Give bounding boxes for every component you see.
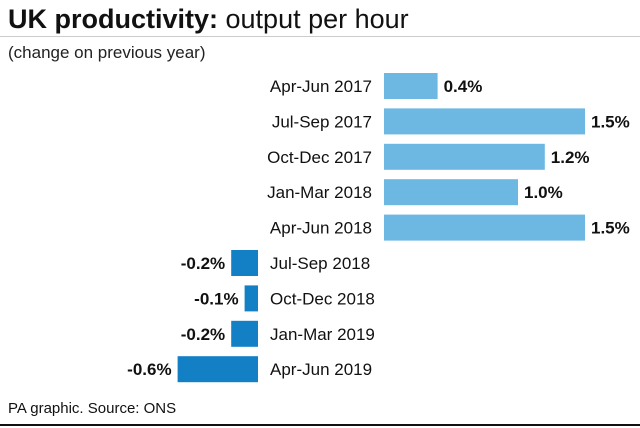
bar-0 [384,73,438,99]
category-label-6: Oct-Dec 2018 [270,289,375,308]
value-label-5: -0.2% [181,254,225,273]
category-label-2: Oct-Dec 2017 [267,148,372,167]
category-label-3: Jan-Mar 2018 [267,183,372,202]
bar-4 [384,214,585,241]
title-divider [0,36,640,37]
chart-title-rest: output per hour [218,4,409,34]
category-label-8: Apr-Jun 2019 [270,360,372,379]
bar-5 [231,250,258,276]
chart-subtitle: (change on previous year) [8,43,206,62]
source-note: PA graphic. Source: ONS [8,400,177,417]
bar-8 [177,356,258,383]
bar-2 [384,143,545,170]
value-label-2: 1.2% [551,148,590,167]
value-label-4: 1.5% [591,219,630,238]
category-label-5: Jul-Sep 2018 [270,254,370,273]
bar-6 [244,285,258,312]
category-label-0: Apr-Jun 2017 [270,77,372,96]
value-label-1: 1.5% [591,112,630,131]
category-label-4: Apr-Jun 2018 [270,219,372,238]
bar-1 [384,108,585,135]
chart-title: UK productivity: output per hour [8,2,409,36]
bar-3 [384,179,518,206]
bar-7 [231,320,258,347]
value-label-6: -0.1% [194,289,238,308]
category-label-1: Jul-Sep 2017 [272,112,372,131]
value-label-7: -0.2% [181,325,225,344]
value-label-3: 1.0% [524,183,563,202]
bottom-rule [0,424,640,426]
category-label-7: Jan-Mar 2019 [270,325,375,344]
chart-title-bold: UK productivity: [8,4,219,34]
value-label-0: 0.4% [444,77,483,96]
value-label-8: -0.6% [127,360,171,379]
